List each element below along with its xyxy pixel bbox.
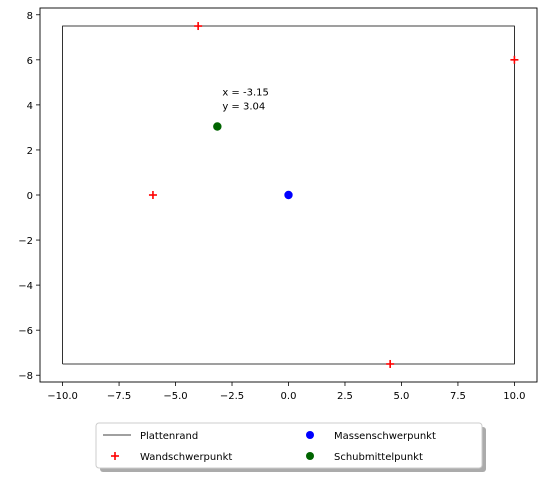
x-tick-label: −7.5: [107, 391, 131, 402]
y-tick-label: 6: [27, 56, 33, 67]
x-tick-label: 7.5: [450, 391, 466, 402]
plot-content: [63, 22, 519, 368]
series-wandschwerpunkt-point: [194, 22, 202, 30]
x-tick-label: −10.0: [47, 391, 78, 402]
legend-label-massenschwerpunkt: Massenschwerpunkt: [334, 431, 436, 442]
x-axis-ticks: −10.0 −7.5 −5.0 −2.5 0.0 2.5 5.0 7.5 10.0: [47, 382, 525, 402]
legend-swatch-schubmittelpunkt: [306, 452, 314, 460]
x-tick-label: 5.0: [394, 391, 410, 402]
series-wandschwerpunkt-point: [386, 360, 394, 368]
x-tick-label: −5.0: [163, 391, 187, 402]
legend-swatch-massenschwerpunkt: [306, 431, 314, 439]
series-wandschwerpunkt-point: [149, 191, 157, 199]
y-tick-label: 8: [27, 11, 33, 22]
series-schubmittelpunkt-point: [213, 122, 221, 130]
x-tick-label: 2.5: [337, 391, 353, 402]
legend-label-schubmittelpunkt: Schubmittelpunkt: [334, 452, 423, 463]
y-tick-label: −2: [18, 236, 33, 247]
y-tick-label: −4: [18, 281, 33, 292]
series-wandschwerpunkt-point: [510, 56, 518, 64]
annotation-line-x: x = -3.15: [222, 88, 269, 99]
series-massenschwerpunkt-point: [284, 191, 292, 199]
y-tick-label: −6: [18, 326, 33, 337]
y-tick-label: 4: [27, 101, 33, 112]
y-tick-label: 0: [27, 191, 33, 202]
y-tick-label: 2: [27, 146, 33, 157]
y-axis-ticks: −8 −6 −4 −2 0 2 4 6 8: [18, 11, 40, 382]
x-tick-label: −2.5: [220, 391, 244, 402]
y-tick-label: −8: [18, 371, 33, 382]
legend-label-plattenrand: Plattenrand: [140, 431, 198, 442]
legend: Plattenrand Wandschwerpunkt Massenschwer…: [96, 423, 486, 472]
annotation: x = -3.15 y = 3.04: [222, 88, 269, 113]
x-tick-label: 10.0: [503, 391, 525, 402]
legend-label-wandschwerpunkt: Wandschwerpunkt: [140, 452, 232, 463]
annotation-line-y: y = 3.04: [222, 102, 265, 113]
x-tick-label: 0.0: [281, 391, 297, 402]
